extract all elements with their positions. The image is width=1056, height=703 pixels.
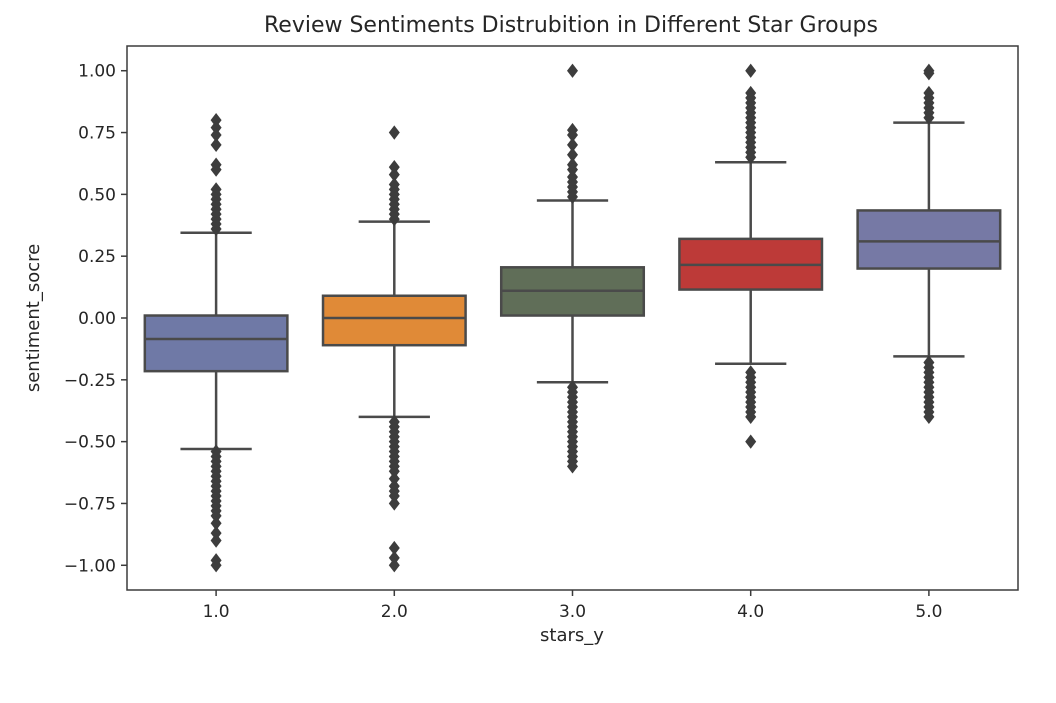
- y-tick-label: 0.50: [78, 185, 116, 205]
- plot-area: [145, 64, 1000, 573]
- outlier-point: [567, 64, 578, 78]
- x-tick-label: 1.0: [203, 602, 230, 622]
- outlier-point: [211, 138, 222, 152]
- y-tick-label: 1.00: [78, 62, 116, 82]
- box-group-5.0: [858, 64, 1001, 424]
- box-group-1.0: [145, 113, 288, 572]
- outlier-point: [389, 496, 400, 510]
- box-iqr: [323, 296, 466, 345]
- y-tick-label: −0.25: [64, 371, 116, 391]
- y-axis-label: sentiment_socre: [23, 244, 44, 392]
- y-tick-label: −0.50: [64, 433, 116, 453]
- x-tick-label: 4.0: [737, 602, 764, 622]
- x-axis: 1.0 2.0 3.0 4.0 5.0: [203, 590, 943, 622]
- box-group-2.0: [323, 125, 466, 572]
- x-tick-label: 5.0: [915, 602, 942, 622]
- y-tick-label: −0.75: [64, 494, 116, 514]
- outlier-point: [923, 66, 934, 80]
- box-iqr: [145, 316, 288, 372]
- y-tick-label: 0.75: [78, 124, 116, 144]
- x-tick-label: 2.0: [381, 602, 408, 622]
- y-axis: 1.00 0.75 0.50 0.25 0.00 −0.25 −0.50 −0.75 −1.00: [64, 62, 127, 577]
- outlier-point: [745, 434, 756, 448]
- y-tick-label: −1.00: [64, 556, 116, 576]
- box-group-3.0: [501, 64, 644, 474]
- y-tick-label: 0.00: [78, 309, 116, 329]
- outlier-point: [745, 64, 756, 78]
- box-iqr: [858, 210, 1001, 268]
- x-axis-label: stars_y: [540, 625, 604, 646]
- outlier-point: [389, 558, 400, 572]
- x-tick-label: 3.0: [559, 602, 586, 622]
- outlier-point: [389, 125, 400, 139]
- chart-title: Review Sentiments Distrubition in Differ…: [264, 13, 878, 38]
- y-tick-label: 0.25: [78, 247, 116, 267]
- outlier-point: [211, 533, 222, 547]
- box-group-4.0: [679, 64, 822, 449]
